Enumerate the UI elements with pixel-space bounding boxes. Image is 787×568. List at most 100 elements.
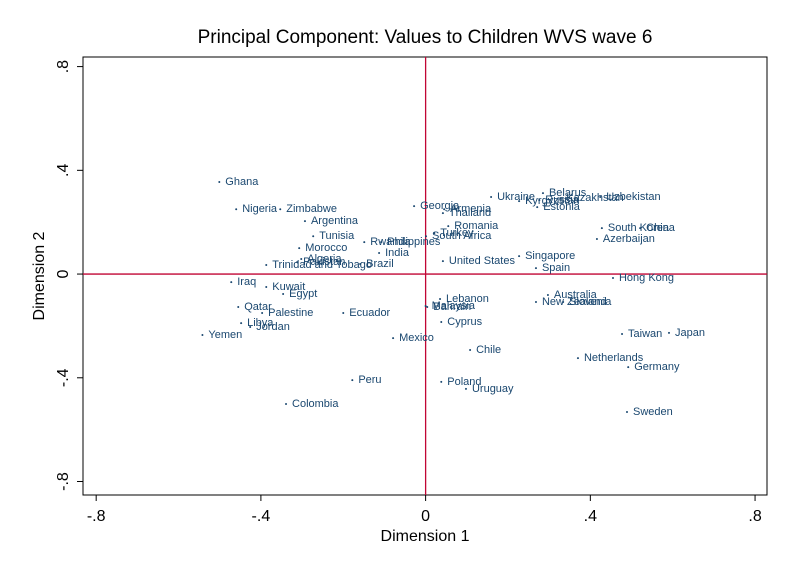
y-axis-label: Dimension 2 [31,231,48,320]
point-label: Kyrgyzstan [525,195,579,207]
point [534,267,537,270]
point-label: Australia [554,289,598,301]
point [298,247,301,250]
point [534,301,537,304]
x-tick-label: -.8 [87,508,106,525]
point-label: Lebanon [446,293,489,305]
point [363,241,366,244]
point [351,379,354,382]
x-tick-label: .8 [748,508,761,525]
point-label: Slovenia [569,296,612,308]
point [443,208,446,211]
point [237,305,240,308]
point [600,227,603,230]
point-label: Ukraine [497,191,535,203]
point [261,311,264,314]
point [490,196,493,199]
point [439,297,442,300]
point-label: Trinidad and Tobago [272,259,372,271]
point [576,357,579,360]
y-tick-label: .4 [55,164,72,177]
point [425,235,428,238]
point-label: Ecuador [349,307,390,319]
x-tick-label: .4 [584,508,597,525]
point [230,281,233,284]
point-label: Yemen [208,329,242,341]
point-label: Peru [358,374,381,386]
point-label: Hong Kong [619,272,674,284]
y-tick-label: 0 [55,270,72,279]
point [639,227,642,230]
point [440,321,443,324]
point [441,260,444,263]
point [235,208,238,211]
point [342,311,345,314]
point-label: Romania [454,220,499,232]
point-label: Germany [634,361,680,373]
point-label: Netherlands [584,352,644,364]
point-label: Egypt [289,288,317,300]
y-tick-label: .8 [55,60,72,73]
point [380,241,383,244]
point [440,380,443,383]
point-label: Jordan [256,321,290,333]
x-axis-label: Dimension 1 [381,528,470,545]
point [599,196,602,199]
point [433,232,436,235]
point-label: Rwanda [370,236,411,248]
point-label: Russia [545,194,580,206]
point-label: Philippines [387,236,441,248]
point [562,301,565,304]
point [611,276,614,279]
point-label: Algeria [307,253,342,265]
point-label: Morocco [305,242,347,254]
point [538,199,541,202]
point [265,286,268,289]
point [279,208,282,211]
point-label: Tunisia [319,230,355,242]
x-tick-label: 0 [421,508,430,525]
point-label: Poland [447,376,481,388]
point [546,294,549,297]
point-label: Argentina [311,215,359,227]
point [424,304,427,307]
point-label: Azerbaijan [603,233,655,245]
point [303,220,306,223]
point-label: Chile [476,344,501,356]
point-label: Bahrain [433,301,471,313]
point-label: Georgia [420,200,460,212]
point-label: Nigeria [242,203,278,215]
point-label: Spain [542,262,570,274]
point [464,387,467,390]
point [296,261,299,264]
point-label: Uruguay [472,383,514,395]
point [265,263,268,266]
point-label: Malaysia [432,300,476,312]
point [249,325,252,328]
point-label: Mexico [399,332,434,344]
point [282,293,285,296]
point [441,212,444,215]
point-label: Brazil [366,258,394,270]
point [559,197,562,200]
point-label: Iraq [237,276,256,288]
x-tick-label: -.4 [252,508,271,525]
point-label: Kuwait [272,281,305,293]
point-label: Libya [247,317,274,329]
point-label: Uzbekistan [606,191,660,203]
point-label: Cyprus [447,316,482,328]
point-label: Pakistan [303,256,345,268]
point [518,255,521,258]
point [300,258,303,261]
point [413,205,416,208]
point [240,322,243,325]
point-label: China [646,222,676,234]
point [392,337,395,340]
point [426,305,429,308]
point [621,332,624,335]
point [536,206,539,209]
point-label: Ghana [225,176,259,188]
point-label: India [385,247,410,259]
point-label: Kazakhstan [566,192,623,204]
